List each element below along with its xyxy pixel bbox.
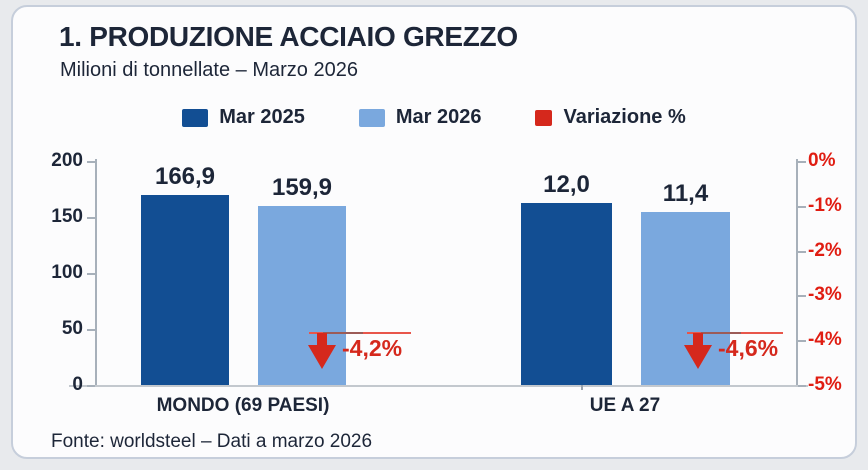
left-tick [87,217,95,219]
legend-item-variazione: Variazione % [535,106,686,129]
legend-swatch-light-blue-icon [358,108,385,127]
bar-value-label: 159,9 [271,174,333,202]
legend-item-mar-2026: Mar 2026 [358,106,482,129]
category-label-ue27: UE A 27 [589,395,661,416]
legend-label: Mar 2025 [219,106,305,128]
category-label-mondo: MONDO (69 PAESI) [156,395,330,416]
right-axis-tick-label: -5% [808,373,842,395]
chart-title: 1. PRODUZIONE ACCIAIO GREZZO [59,21,518,52]
right-axis-tick-label: -3% [808,284,842,306]
chart-subtitle: Milioni di tonnellate – Marzo 2026 [60,59,358,81]
variation-line-mondo [309,332,411,334]
right-tick [798,161,806,163]
baseline-tick [581,385,583,390]
left-axis-labels: 200 150 100 50 0 [51,150,83,396]
bar-mar-2026-mondo: 159,9 [258,174,346,385]
right-axis-tick-label: -4% [808,329,842,351]
left-axis-tick-label: 100 [51,262,83,283]
left-axis-tick-label: 150 [51,206,83,227]
left-axis-tick-label: 200 [51,150,83,171]
right-tick [798,205,806,208]
legend-label: Variazione % [563,106,686,128]
right-axis-labels: 0% -1% -2% -3% -4% -5% [808,150,842,396]
right-axis-tick-label: 0% [808,150,836,171]
left-axis-tick-label: 50 [61,318,83,339]
plot-area: 200 150 100 50 0 0% -1% -2% -3% -4% -5% … [51,150,842,416]
variation-value-ue27: -4,6% [718,335,779,361]
right-tick [798,250,806,253]
x-axis-baseline [69,385,808,387]
bar-mar-2025-mondo: 166,9 [141,163,229,385]
left-tick [87,273,95,275]
right-tick [798,340,806,343]
chart-card: 1. PRODUZIONE ACCIAIO GREZZO Milioni di … [11,5,857,459]
bar-value-label: 166,9 [154,163,216,191]
legend-item-mar-2025: Mar 2025 [182,106,305,129]
down-arrow-icon [684,333,712,369]
left-tick [87,161,95,163]
right-axis-tick-label: -1% [808,194,842,216]
left-axis-tick-label: 0 [72,374,83,395]
variation-line-ue27 [687,332,783,334]
right-tick [798,295,806,298]
down-arrow-icon [308,333,336,369]
source-note: Fonte: worldsteel – Dati a marzo 2026 [51,431,373,452]
left-axis-line [95,159,97,385]
variation-value-mondo: -4,2% [342,335,403,361]
legend-label: Mar 2026 [395,106,482,128]
bar-mar-2026-ue27: 11,4 [641,180,730,385]
bar-mar-2025-ue27: 12,0 [521,171,612,385]
right-axis-tick-label: -2% [808,239,842,261]
right-axis-line [796,159,798,385]
legend: Mar 2025 Mar 2026 Variazione % [13,106,855,129]
right-tick [798,385,806,387]
legend-swatch-dark-blue-icon [182,108,209,127]
left-tick [87,385,95,387]
legend-swatch-red-icon [535,109,553,126]
bar-value-label: 12,0 [543,170,590,198]
bar-value-label: 11,4 [662,180,709,208]
left-tick [87,329,95,331]
